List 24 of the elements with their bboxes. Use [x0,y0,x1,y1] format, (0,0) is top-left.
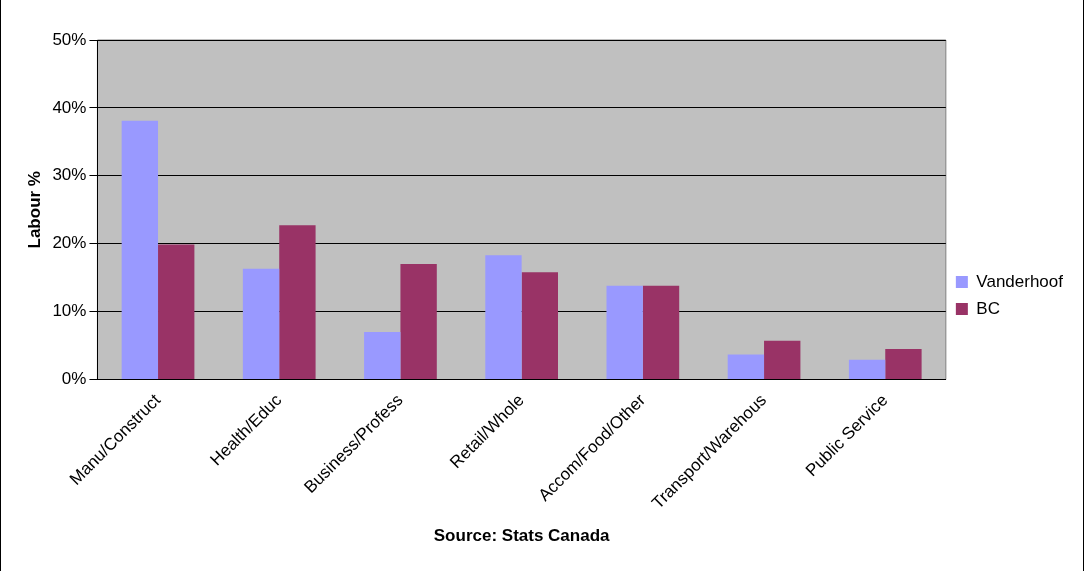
legend-label: Vanderhoof [976,271,1064,291]
bar [158,244,195,379]
bar [121,120,159,379]
bar [848,359,886,379]
y-tick-label: 20% [52,233,87,253]
bar [521,272,558,379]
x-axis-title: Source: Stats Canada [433,526,611,546]
y-tick-label: 40% [52,97,87,117]
bar [242,268,280,379]
y-tick-label: 50% [52,29,87,49]
bar [279,225,316,379]
bar [606,285,643,379]
bar [727,354,765,379]
bar [485,255,522,379]
bar [764,340,801,379]
y-tick-label: 30% [52,165,87,185]
y-tick-label: 0% [61,369,87,389]
bar [400,264,437,379]
legend-label: BC [976,298,1000,318]
y-axis-title: Labour % [24,171,44,249]
bar [885,348,922,379]
bar [364,331,401,379]
bar [642,285,680,379]
y-tick-label: 10% [52,301,87,321]
